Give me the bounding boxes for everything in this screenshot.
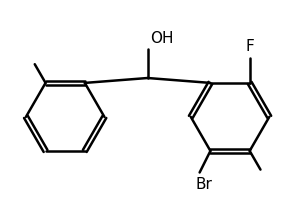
Text: Br: Br (196, 177, 212, 192)
Text: OH: OH (150, 31, 174, 46)
Text: F: F (245, 39, 254, 54)
